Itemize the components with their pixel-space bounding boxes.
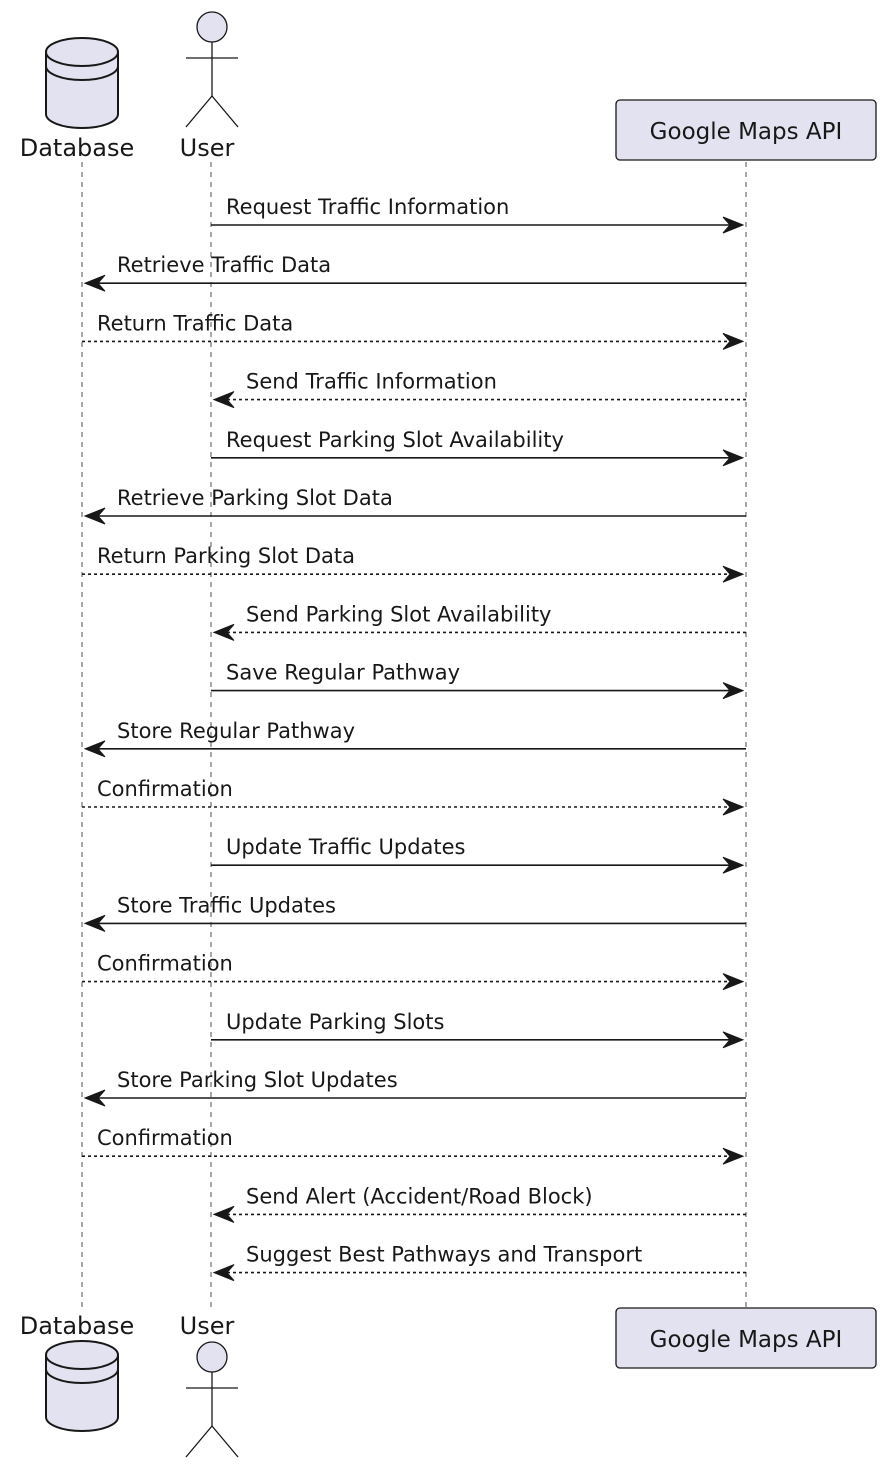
database-label: Database — [20, 134, 135, 162]
maps-box — [615, 99, 877, 161]
arrowhead-icon — [83, 740, 106, 758]
message-14: Confirmation — [82, 952, 745, 991]
arrowhead-icon — [722, 332, 745, 350]
message-label: Update Parking Slots — [226, 1010, 444, 1034]
arrowhead-icon — [83, 914, 106, 932]
message-7: Return Parking Slot Data — [82, 544, 745, 583]
message-13: Store Traffic Updates — [83, 893, 746, 932]
arrowhead-icon — [722, 682, 745, 700]
arrowhead-icon — [722, 565, 745, 583]
messages-group: Request Traffic Information Retrieve Traf… — [82, 195, 746, 1282]
arrowhead-icon — [722, 973, 745, 991]
message-15: Update Parking Slots — [211, 1010, 745, 1049]
message-18: Send Alert (Accident/Road Block) — [212, 1184, 746, 1223]
arrowhead-icon — [212, 1205, 235, 1223]
arrowhead-icon — [212, 391, 235, 409]
arrowhead-icon — [722, 856, 745, 874]
actor-icon — [185, 1341, 239, 1458]
arrowhead-icon — [722, 216, 745, 234]
database-participant-bottom: Database — [20, 1312, 135, 1432]
message-label: Store Parking Slot Updates — [117, 1068, 398, 1092]
user-participant-top: User — [180, 11, 239, 162]
message-label: Confirmation — [97, 952, 233, 976]
maps-box — [615, 1307, 877, 1369]
message-11: Confirmation — [82, 777, 745, 816]
database-icon — [45, 1340, 119, 1432]
user-label: User — [180, 134, 235, 162]
user-participant-bottom: User — [180, 1312, 239, 1458]
message-label: Confirmation — [97, 1126, 233, 1150]
message-17: Confirmation — [82, 1126, 745, 1165]
message-label: Suggest Best Pathways and Transport — [246, 1243, 642, 1267]
message-1: Request Traffic Information — [211, 195, 745, 234]
message-16: Store Parking Slot Updates — [83, 1068, 746, 1107]
message-2: Retrieve Traffic Data — [83, 253, 746, 292]
message-label: Save Regular Pathway — [226, 661, 460, 685]
arrowhead-icon — [212, 1264, 235, 1282]
message-label: Request Parking Slot Availability — [226, 428, 564, 452]
message-label: Retrieve Traffic Data — [117, 253, 331, 277]
message-12: Update Traffic Updates — [211, 835, 745, 874]
message-label: Retrieve Parking Slot Data — [117, 486, 393, 510]
message-label: Return Parking Slot Data — [97, 544, 355, 568]
message-label: Send Traffic Information — [246, 370, 497, 394]
database-icon — [45, 37, 119, 129]
maps-participant-top: Google Maps API — [615, 99, 877, 161]
database-participant-top: Database — [20, 37, 135, 162]
message-10: Store Regular Pathway — [83, 719, 746, 758]
arrowhead-icon — [83, 274, 106, 292]
actor-icon — [185, 11, 239, 128]
message-label: Send Alert (Accident/Road Block) — [246, 1184, 593, 1208]
message-label: Send Parking Slot Availability — [246, 602, 551, 626]
database-label: Database — [20, 1312, 135, 1340]
message-9: Save Regular Pathway — [211, 661, 745, 700]
message-6: Retrieve Parking Slot Data — [83, 486, 746, 525]
arrowhead-icon — [212, 623, 235, 641]
arrowhead-icon — [722, 798, 745, 816]
message-label: Store Regular Pathway — [117, 719, 355, 743]
arrowhead-icon — [83, 1089, 106, 1107]
message-19: Suggest Best Pathways and Transport — [212, 1243, 746, 1282]
arrowhead-icon — [722, 1147, 745, 1165]
message-4: Send Traffic Information — [212, 370, 746, 409]
user-label: User — [180, 1312, 235, 1340]
arrowhead-icon — [722, 1031, 745, 1049]
message-5: Request Parking Slot Availability — [211, 428, 745, 467]
maps-label: Google Maps API — [650, 119, 843, 145]
arrowhead-icon — [83, 507, 106, 525]
arrowhead-icon — [722, 449, 745, 467]
message-label: Return Traffic Data — [97, 311, 293, 335]
message-3: Return Traffic Data — [82, 311, 745, 350]
message-8: Send Parking Slot Availability — [212, 602, 746, 641]
message-label: Request Traffic Information — [226, 195, 509, 219]
message-label: Store Traffic Updates — [117, 893, 336, 917]
message-label: Update Traffic Updates — [226, 835, 466, 859]
maps-participant-bottom: Google Maps API — [615, 1307, 877, 1369]
maps-label: Google Maps API — [650, 1327, 843, 1353]
message-label: Confirmation — [97, 777, 233, 801]
